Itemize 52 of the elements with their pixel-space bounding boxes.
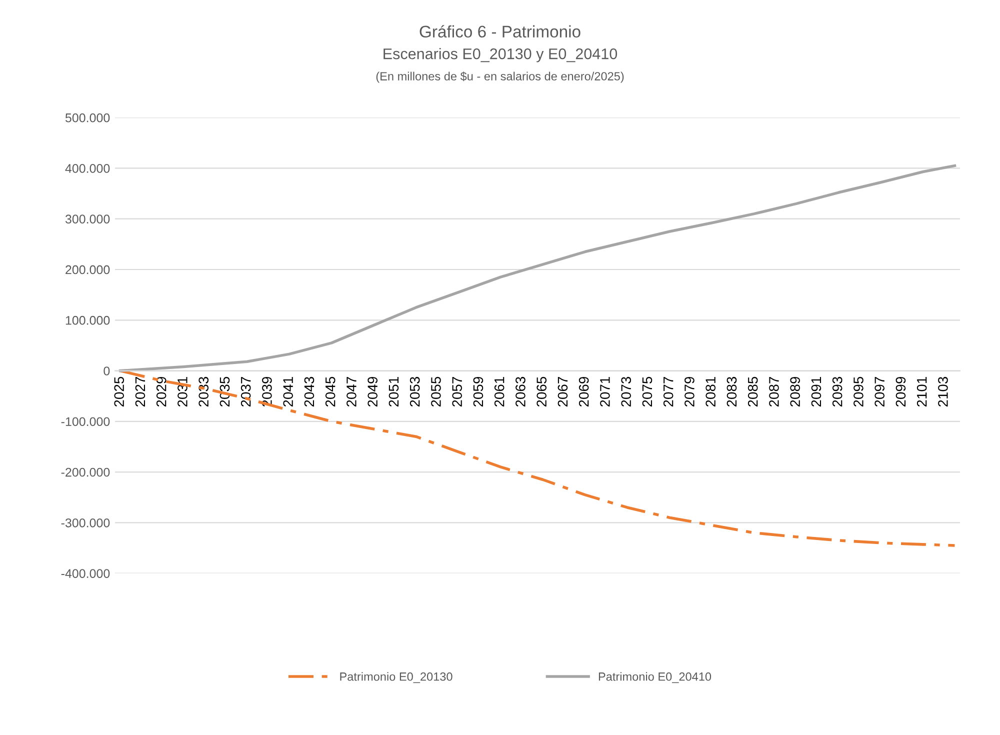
x-tick-label: 2095 xyxy=(854,376,864,407)
x-tick-label: 2025 xyxy=(114,376,124,407)
x-tick-label: 2099 xyxy=(896,376,906,407)
x-tick-label: 2033 xyxy=(198,376,209,407)
y-tick-label: 200.000 xyxy=(66,265,110,274)
x-tick-label: 2089 xyxy=(790,376,800,407)
x-tick-label: 2103 xyxy=(938,376,948,407)
x-tick-label: 2077 xyxy=(663,377,674,407)
y-tick-label: -400.000 xyxy=(61,569,110,578)
x-tick-label: 2049 xyxy=(368,376,378,407)
x-tick-label: 2051 xyxy=(388,376,399,407)
y-tick-label: 100.000 xyxy=(66,316,110,325)
x-tick-label: 2059 xyxy=(473,376,484,407)
y-tick-label: 500.000 xyxy=(65,113,110,122)
x-tick-label: 2087 xyxy=(769,377,779,407)
x-tick-label: 2101 xyxy=(916,376,927,407)
x-tick-label: 2061 xyxy=(494,376,504,407)
x-tick-label: 2071 xyxy=(600,376,610,407)
x-tick-label: 2085 xyxy=(748,376,758,407)
x-tick-label: 2081 xyxy=(706,376,716,407)
x-tick-label: 2065 xyxy=(536,376,547,407)
chart-title: Gráfico 6 - Patrimonio xyxy=(420,25,580,38)
y-tick-label: -200.000 xyxy=(61,468,110,477)
x-tick-label: 2067 xyxy=(558,377,568,407)
x-tick-label: 2057 xyxy=(452,377,462,407)
x-tick-label: 2093 xyxy=(832,376,842,407)
x-tick-label: 2027 xyxy=(135,377,146,407)
x-tick-label: 2047 xyxy=(346,377,356,407)
y-tick-label: 300.000 xyxy=(65,214,110,224)
x-tick-label: 2053 xyxy=(410,376,420,407)
chart-subtitle: Escenarios E0_20130 y E0_20410 (En millones de $u - en salarios de enero/2025) xyxy=(376,48,624,83)
x-tick-label: 2037 xyxy=(240,377,251,407)
legend-label: Patrimonio E0_20410 xyxy=(598,672,712,684)
y-tick-label: 0 xyxy=(104,366,110,376)
x-tick-label: 2097 xyxy=(874,377,885,407)
x-tick-label: 2075 xyxy=(642,376,652,407)
x-tick-label: 2069 xyxy=(578,376,589,407)
x-tick-label: 2091 xyxy=(811,376,822,407)
x-tick-label: 2045 xyxy=(325,376,336,407)
y-tick-label: 400.000 xyxy=(65,164,110,173)
x-tick-label: 2041 xyxy=(283,376,294,407)
x-tick-label: 2063 xyxy=(516,376,526,407)
y-tick-label: -300.000 xyxy=(61,518,110,528)
y-tick-label: -100.000 xyxy=(61,417,110,426)
x-tick-label: 2043 xyxy=(304,376,314,407)
x-tick-label: 2055 xyxy=(431,376,441,407)
x-tick-label: 2029 xyxy=(156,376,166,407)
x-tick-label: 2073 xyxy=(621,376,632,407)
legend-label: Patrimonio E0_20130 xyxy=(340,672,452,684)
line-series xyxy=(118,164,956,372)
x-tick-label: 2079 xyxy=(684,376,694,407)
x-tick-label: 2083 xyxy=(726,376,737,407)
